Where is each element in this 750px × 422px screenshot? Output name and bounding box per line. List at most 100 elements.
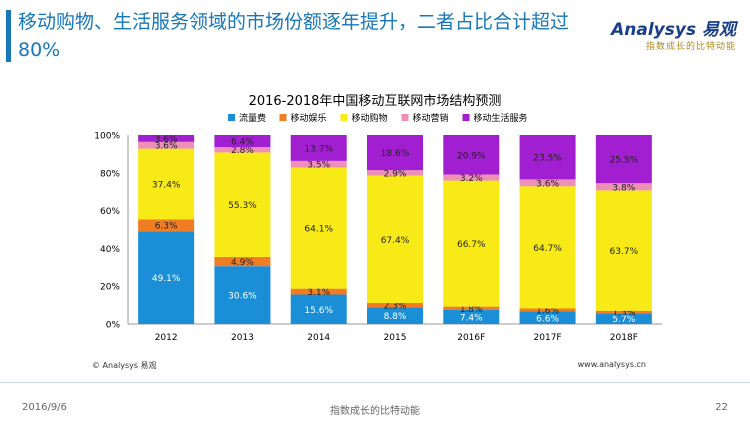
bar-2014-4: [290, 135, 347, 161]
data-label-2012-3: 3.6%: [155, 142, 178, 152]
bar-2017F-0: [519, 311, 576, 324]
bar-2013-3: [214, 147, 271, 153]
brand-logo: Analysys 易观 指数成长的比特动能: [586, 20, 736, 54]
data-label-2017F-2: 64.7%: [533, 244, 562, 254]
data-label-2013-2: 55.3%: [228, 201, 257, 211]
slide-headline: 移动购物、生活服务领域的市场份额逐年提升，二者占比合计超过80%: [18, 11, 570, 61]
data-label-2015-2: 67.4%: [381, 236, 410, 246]
data-label-2012-1: 6.3%: [155, 222, 178, 232]
bar-2017F-1: [519, 308, 576, 312]
footer-slogan: 指数成长的比特动能: [330, 406, 420, 417]
bar-2013-0: [214, 266, 271, 324]
bar-2015-3: [367, 170, 423, 176]
source-note: © Analysys 易观: [92, 361, 157, 370]
bar-2012-4: [138, 135, 195, 142]
data-label-2015-4: 18.6%: [381, 149, 410, 159]
bar-2017F-4: [519, 135, 576, 180]
bar-2012-1: [138, 219, 195, 232]
bar-2016F-0: [443, 310, 500, 324]
website-url: www.analysys.cn: [577, 360, 646, 369]
title-accent-bar: [6, 10, 11, 62]
bar-2017F-2: [519, 186, 576, 309]
bar-2018F-2: [595, 190, 652, 311]
data-label-2017F-4: 23.5%: [533, 154, 562, 164]
x-tick-label-1: 2013: [231, 333, 254, 343]
legend-swatch-4: [462, 114, 470, 121]
bar-2017F-3: [519, 179, 576, 187]
y-tick-label-0: 0%: [106, 321, 121, 331]
data-label-2015-1: 2.3%: [384, 302, 407, 312]
data-label-2014-3: 3.5%: [307, 161, 330, 171]
legend-label-3: 移动营销: [413, 112, 449, 124]
legend-label-0: 流量费: [239, 112, 266, 124]
bar-2014-3: [290, 160, 347, 168]
bar-2018F-0: [595, 313, 652, 324]
y-tick-label-4: 80%: [100, 169, 120, 179]
legend-swatch-3: [401, 114, 409, 121]
bar-2012-3: [138, 141, 195, 149]
data-label-2012-0: 49.1%: [152, 274, 181, 284]
bar-2015-2: [367, 175, 423, 304]
data-label-2016F-3: 3.2%: [460, 174, 483, 184]
data-label-2016F-4: 20.9%: [457, 151, 486, 161]
legend-label-2: 移动购物: [352, 112, 388, 124]
footer-divider: [0, 382, 750, 383]
x-tick-label-2: 2014: [307, 333, 330, 343]
legend-swatch-2: [340, 114, 348, 121]
data-label-2015-3: 2.9%: [384, 169, 407, 179]
legend-swatch-1: [279, 114, 287, 121]
data-label-2016F-0: 7.4%: [460, 314, 483, 324]
bar-2018F-3: [595, 183, 652, 191]
data-label-2018F-4: 25.5%: [610, 156, 639, 166]
bar-2013-2: [214, 152, 271, 257]
bar-2014-0: [290, 294, 347, 324]
data-label-2013-3: 2.8%: [231, 146, 254, 156]
x-tick-label-6: 2018F: [610, 333, 638, 343]
data-label-2016F-1: 1.8%: [460, 305, 483, 315]
brand-slogan: 指数成长的比特动能: [645, 42, 736, 52]
page-number: 22: [715, 402, 728, 413]
data-label-2017F-3: 3.6%: [536, 179, 559, 189]
bar-2012-0: [138, 231, 195, 324]
y-tick-label-1: 20%: [100, 283, 120, 293]
data-label-2018F-1: 1.3%: [612, 308, 635, 318]
data-label-2017F-0: 6.6%: [536, 314, 559, 324]
x-tick-label-4: 2016F: [457, 333, 485, 343]
bar-2015-1: [367, 303, 423, 308]
data-label-2012-4: 3.6%: [155, 135, 178, 145]
footer-date: 2016/9/6: [22, 402, 67, 413]
bar-2014-1: [290, 288, 347, 295]
bar-2013-1: [214, 256, 271, 267]
bar-2013-4: [214, 135, 271, 148]
chart-title: 2016-2018年中国移动互联网市场结构预测: [248, 94, 502, 109]
y-tick-label-5: 100%: [94, 132, 120, 142]
bar-2012-2: [138, 148, 195, 220]
data-label-2018F-3: 3.8%: [612, 183, 635, 193]
legend-label-4: 移动生活服务: [474, 112, 528, 124]
bar-2016F-4: [443, 135, 500, 175]
data-label-2012-2: 37.4%: [152, 180, 181, 190]
data-label-2018F-2: 63.7%: [610, 247, 639, 257]
bar-2016F-2: [443, 180, 500, 307]
data-label-2013-4: 6.4%: [231, 138, 254, 148]
x-tick-label-0: 2012: [155, 333, 178, 343]
y-tick-label-2: 40%: [100, 245, 120, 255]
bar-2016F-1: [443, 306, 500, 311]
y-tick-label-3: 60%: [100, 207, 120, 217]
bar-2018F-4: [595, 135, 652, 184]
data-label-2013-1: 4.9%: [231, 258, 254, 268]
data-label-2014-2: 64.1%: [304, 225, 333, 235]
data-label-2015-0: 8.8%: [384, 312, 407, 322]
data-label-2014-4: 13.7%: [304, 144, 333, 154]
data-label-2018F-0: 5.7%: [612, 315, 635, 325]
data-label-2014-1: 3.1%: [307, 288, 330, 298]
bar-2015-4: [367, 135, 423, 171]
x-tick-label-5: 2017F: [534, 333, 562, 343]
brand-name: Analysys 易观: [611, 20, 736, 40]
bar-2018F-1: [595, 310, 652, 314]
bar-2015-0: [367, 307, 423, 324]
data-label-2017F-1: 1.6%: [536, 307, 559, 317]
bar-2014-2: [290, 167, 347, 289]
data-label-2014-0: 15.6%: [304, 306, 333, 316]
